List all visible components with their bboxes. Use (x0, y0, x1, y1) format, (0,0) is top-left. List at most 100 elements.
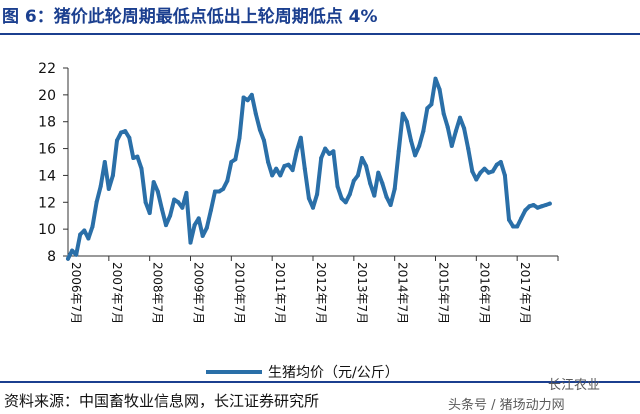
data-point (441, 111, 446, 116)
data-point (547, 201, 552, 206)
data-point (290, 168, 295, 173)
data-point (70, 248, 75, 253)
data-point (221, 186, 226, 191)
data-point (164, 223, 168, 228)
data-point (270, 173, 275, 178)
data-point (94, 200, 99, 205)
data-point (78, 232, 83, 237)
data-point (74, 252, 79, 257)
data-point (151, 180, 156, 185)
data-point (135, 154, 140, 159)
data-point (511, 224, 516, 229)
x-tick-label: 2006年7月 (69, 262, 83, 324)
data-point (204, 225, 209, 230)
data-point (66, 256, 70, 261)
data-point (543, 203, 548, 207)
data-point (409, 138, 413, 143)
data-point (462, 126, 467, 131)
data-point (331, 149, 336, 154)
y-tick-label: 10 (38, 222, 56, 238)
data-point (429, 102, 434, 107)
x-tick-label: 2016年7月 (477, 262, 491, 324)
data-point (119, 130, 124, 135)
data-point (335, 184, 340, 189)
data-point (466, 146, 471, 151)
y-tick-label: 22 (38, 61, 56, 77)
data-point (343, 200, 348, 205)
y-tick-label: 20 (38, 88, 56, 104)
data-point (458, 115, 462, 120)
data-point (323, 146, 328, 151)
data-point (123, 129, 128, 134)
data-point (294, 149, 299, 154)
data-point (437, 87, 442, 92)
data-point (159, 207, 164, 211)
data-point (257, 127, 262, 132)
x-tick-label: 2011年7月 (273, 262, 287, 324)
data-point (445, 125, 450, 130)
data-point (82, 228, 87, 233)
data-point (262, 138, 266, 143)
data-point (180, 205, 185, 210)
data-point (192, 223, 197, 228)
data-point (266, 160, 271, 164)
data-point (249, 92, 254, 97)
data-point (531, 203, 536, 207)
data-point (225, 178, 230, 183)
data-point (360, 156, 364, 160)
data-point (421, 129, 426, 134)
data-point (241, 95, 246, 100)
data-point (131, 156, 136, 160)
data-point (147, 211, 152, 215)
data-point (347, 192, 352, 197)
data-point (168, 213, 173, 218)
data-point (417, 143, 422, 148)
watermark-account: 头条号 / 猪场动力网 (448, 398, 565, 413)
data-point (515, 224, 520, 229)
data-point (208, 208, 213, 213)
data-point (523, 208, 528, 213)
data-point (90, 224, 95, 229)
source-note: 资料来源：中国畜牧业信息网，长江证券研究所 (4, 392, 320, 410)
data-point (490, 169, 495, 174)
title-divider (0, 33, 640, 35)
data-point (494, 162, 499, 167)
data-point (106, 186, 111, 191)
data-point (274, 166, 279, 171)
chart-title: 图 6：猪价此轮周期最低点低出上轮周期低点 4% (2, 7, 378, 27)
data-point (86, 236, 91, 241)
data-point (188, 240, 193, 245)
data-point (115, 138, 119, 143)
y-tick-label: 14 (38, 168, 56, 184)
data-point (176, 200, 181, 205)
data-point (311, 205, 315, 210)
data-point (229, 160, 234, 164)
data-point (172, 197, 177, 202)
plot-area (66, 76, 552, 261)
data-point (392, 186, 397, 191)
data-point (233, 157, 238, 162)
data-point (98, 184, 103, 189)
data-point (319, 156, 324, 160)
data-point (351, 178, 356, 183)
data-point (196, 216, 201, 221)
data-point (282, 164, 287, 168)
data-point (286, 162, 291, 167)
data-point (388, 203, 393, 207)
footer-divider (0, 381, 640, 383)
data-point (376, 170, 381, 175)
data-point (527, 204, 532, 209)
data-point (127, 135, 132, 140)
x-tick-label: 2010年7月 (232, 262, 246, 324)
x-tick-label: 2014年7月 (396, 262, 410, 324)
data-point (327, 151, 332, 156)
data-point (143, 200, 148, 205)
legend-label: 生猪均价（元/公斤） (268, 365, 399, 380)
data-point (396, 149, 401, 154)
data-point (372, 193, 377, 198)
x-tick-label: 2013年7月 (355, 262, 369, 324)
data-point (413, 153, 418, 158)
y-tick-label: 18 (38, 115, 56, 131)
x-tick-label: 2015年7月 (437, 262, 451, 324)
y-axis: 8 10 12 14 16 18 20 22 (38, 61, 69, 265)
